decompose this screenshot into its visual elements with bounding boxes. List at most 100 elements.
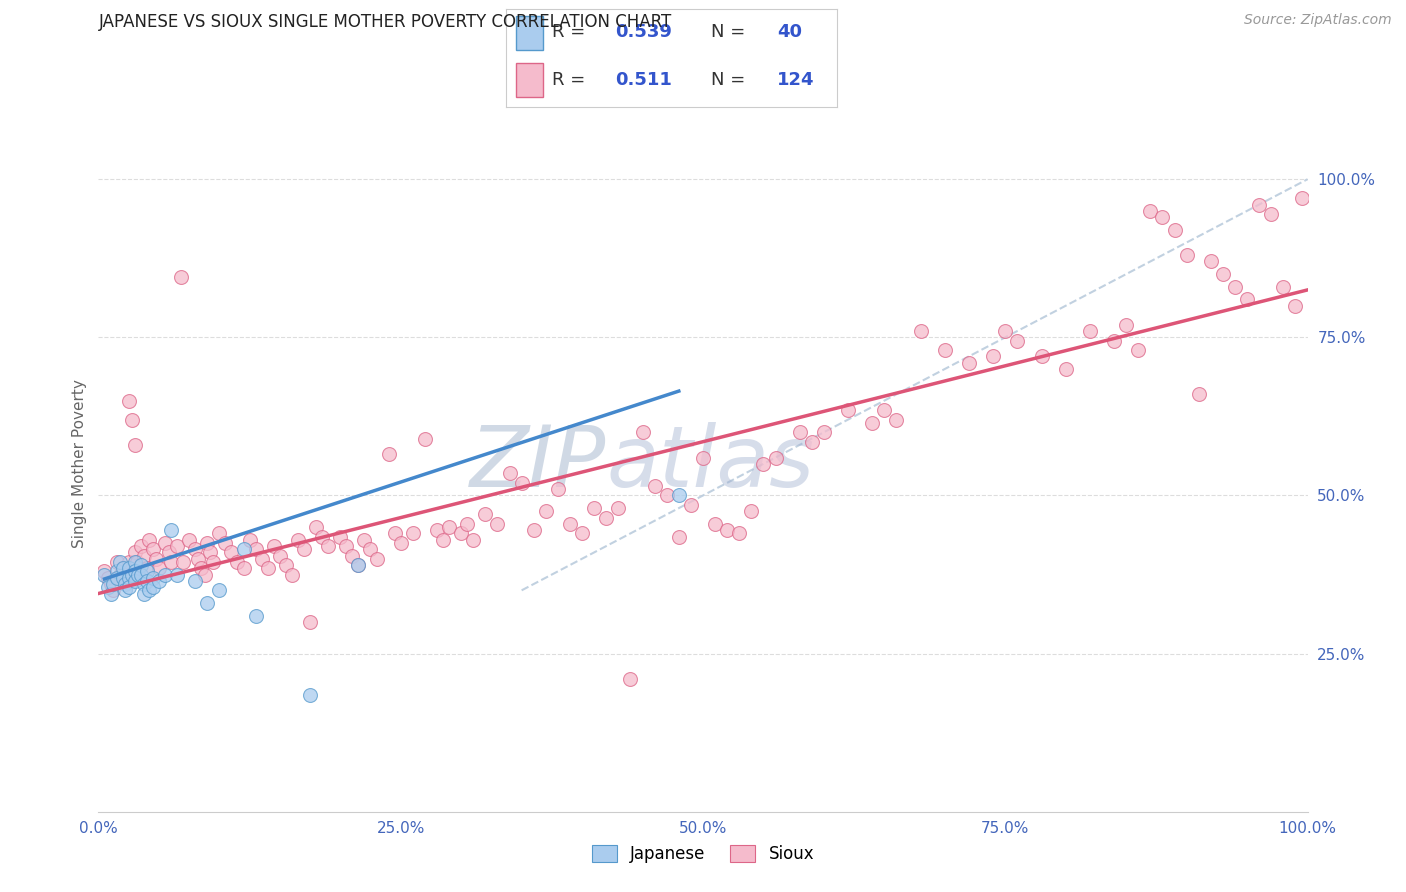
Point: [93, 567, 115, 582]
Point: [860, 416, 883, 430]
Point: [571, 526, 593, 541]
Point: [716, 523, 738, 537]
Point: [377, 447, 399, 461]
Text: 0.511: 0.511: [616, 70, 672, 88]
Point: [1236, 293, 1258, 307]
Point: [463, 533, 485, 547]
Text: 40: 40: [778, 23, 801, 41]
Point: [311, 530, 333, 544]
Text: Source: ZipAtlas.com: Source: ZipAtlas.com: [1244, 13, 1392, 28]
Point: [124, 438, 146, 452]
Text: N =: N =: [711, 23, 751, 41]
Point: [250, 551, 273, 566]
Point: [1102, 334, 1125, 348]
Point: [118, 580, 141, 594]
Point: [232, 542, 254, 557]
Point: [837, 403, 859, 417]
Point: [1272, 279, 1295, 293]
Point: [316, 539, 339, 553]
Point: [114, 577, 136, 591]
Point: [1078, 324, 1101, 338]
Point: [245, 608, 267, 623]
Point: [1175, 248, 1198, 262]
Point: [305, 520, 328, 534]
Point: [981, 349, 1004, 363]
Point: [934, 343, 956, 357]
Point: [1128, 343, 1150, 357]
Point: [437, 520, 460, 534]
Point: [148, 574, 170, 588]
Point: [655, 488, 678, 502]
Point: [108, 567, 131, 582]
Point: [160, 523, 183, 537]
Point: [274, 558, 297, 572]
Point: [111, 561, 134, 575]
Point: [619, 672, 641, 686]
Point: [226, 555, 249, 569]
Point: [1139, 203, 1161, 218]
Point: [124, 574, 146, 588]
Text: R =: R =: [553, 70, 592, 88]
Point: [668, 488, 690, 502]
Text: atlas: atlas: [606, 422, 814, 506]
Point: [800, 434, 823, 449]
Point: [547, 482, 569, 496]
Point: [208, 526, 231, 541]
Point: [910, 324, 932, 338]
Point: [256, 561, 278, 575]
Point: [129, 558, 152, 572]
Point: [142, 542, 165, 557]
Point: [534, 504, 557, 518]
Point: [292, 542, 315, 557]
Point: [118, 555, 141, 569]
Point: [184, 542, 207, 557]
Point: [523, 523, 546, 537]
Point: [432, 533, 454, 547]
Bar: [516, 16, 543, 50]
Point: [127, 555, 149, 569]
Point: [886, 412, 908, 426]
Point: [134, 549, 156, 563]
Point: [692, 450, 714, 465]
Point: [752, 457, 775, 471]
Point: [145, 551, 167, 566]
Point: [342, 549, 364, 563]
Point: [124, 555, 146, 569]
Text: R =: R =: [553, 23, 592, 41]
Point: [413, 432, 436, 446]
Point: [1007, 334, 1029, 348]
Point: [263, 539, 285, 553]
Point: [994, 324, 1017, 338]
Point: [198, 545, 221, 559]
Point: [100, 586, 122, 600]
Point: [813, 425, 835, 440]
Point: [187, 551, 209, 566]
Point: [138, 583, 160, 598]
Point: [740, 504, 762, 518]
Point: [607, 501, 630, 516]
Point: [287, 533, 309, 547]
Point: [474, 508, 496, 522]
Point: [101, 583, 124, 598]
Point: [789, 425, 811, 440]
Point: [1212, 267, 1234, 281]
Point: [177, 533, 201, 547]
Text: JAPANESE VS SIOUX SINGLE MOTHER POVERTY CORRELATION CHART: JAPANESE VS SIOUX SINGLE MOTHER POVERTY …: [98, 13, 672, 31]
Y-axis label: Single Mother Poverty: Single Mother Poverty: [72, 379, 87, 549]
Point: [111, 561, 134, 575]
Point: [142, 580, 165, 594]
Point: [450, 526, 472, 541]
Point: [232, 561, 254, 575]
Point: [631, 425, 654, 440]
Point: [124, 545, 146, 559]
Text: ZIP: ZIP: [470, 422, 606, 506]
Point: [366, 551, 388, 566]
Point: [1284, 299, 1306, 313]
Point: [134, 586, 156, 600]
Point: [1199, 254, 1222, 268]
Point: [679, 498, 702, 512]
Point: [426, 523, 449, 537]
Point: [486, 516, 509, 531]
Point: [595, 510, 617, 524]
Point: [1188, 387, 1211, 401]
